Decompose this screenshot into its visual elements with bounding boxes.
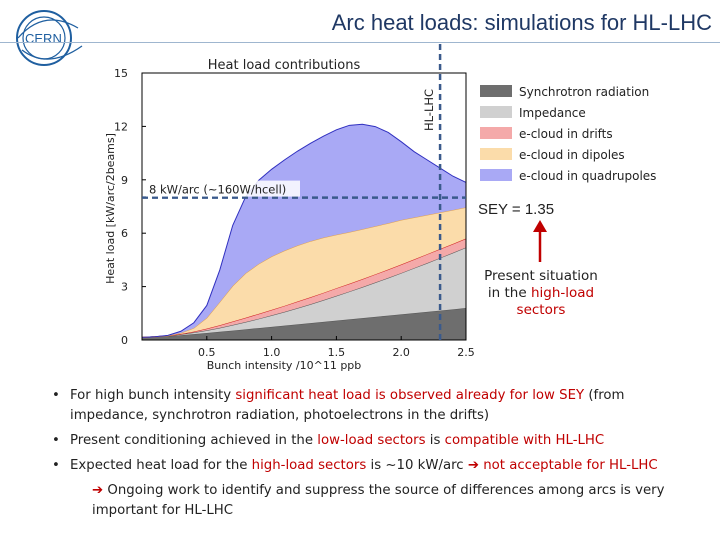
- sey-label: SEY = 1.35: [478, 201, 555, 218]
- y-tick-label: 6: [121, 227, 128, 240]
- side-note-line2: in the high-load: [487, 285, 595, 301]
- sub-bullet: ➔ Ongoing work to identify and suppress …: [92, 483, 665, 518]
- x-axis-label: Bunch intensity /10^11 ppb: [207, 359, 362, 372]
- chart-title: Heat load contributions: [208, 58, 361, 73]
- legend-entry: Synchrotron radiation: [519, 85, 649, 99]
- legend-entry: e-cloud in drifts: [519, 127, 613, 141]
- plot-frame: [141, 72, 467, 341]
- side-note-line3: sectors: [516, 302, 566, 318]
- annotation-bg: [146, 180, 300, 197]
- right-arrow-icon: ➔: [92, 483, 108, 498]
- x-tick-label: 1.5: [328, 346, 346, 359]
- y-tick-label: 3: [121, 281, 128, 294]
- bullet-item: • Present conditioning achieved in the lo…: [52, 433, 605, 448]
- title-divider: [0, 42, 720, 43]
- hl-lhc-label: HL-LHC: [422, 89, 436, 131]
- legend-swatch: [480, 127, 512, 139]
- legend-swatch: [480, 85, 512, 97]
- x-tick-label: 1.0: [263, 346, 281, 359]
- area-group: [142, 123, 466, 340]
- legend-entry: e-cloud in quadrupoles: [519, 169, 656, 183]
- bullet-list: • For high bunch intensity significant he…: [52, 386, 702, 521]
- legend-entry: Impedance: [519, 106, 586, 120]
- bullet-item: • For high bunch intensity significant he…: [52, 388, 625, 423]
- y-tick-label: 12: [114, 120, 128, 133]
- target-annotation: 8 kW/arc (~160W/hcell): [149, 183, 286, 197]
- red-arrow-head: [533, 220, 547, 232]
- bullet-item: • Expected heat load for the high-load se…: [52, 458, 658, 473]
- area-e-cloud-in-dipoles: [142, 207, 466, 338]
- slide-title: Arc heat loads: simulations for HL-LHC: [331, 10, 712, 35]
- x-tick-label: 0.5: [198, 346, 216, 359]
- legend-swatch: [480, 106, 512, 118]
- y-tick-label: 9: [121, 174, 128, 187]
- legend-entry: e-cloud in dipoles: [519, 148, 625, 162]
- area-impedance: [142, 247, 466, 338]
- legend-swatch: [480, 169, 512, 181]
- y-axis-label: Heat load [kW/arc/2beams]: [104, 133, 117, 284]
- side-note-line1: Present situation: [484, 268, 598, 284]
- side-note: Present situation in the high-load secto…: [466, 268, 616, 319]
- series-line: [142, 123, 466, 338]
- x-tick-label: 2.5: [457, 346, 475, 359]
- area-e-cloud-in-quadrupoles: [142, 124, 466, 338]
- y-tick-label: 15: [114, 67, 128, 80]
- y-tick-label: 0: [121, 334, 128, 347]
- right-arrow-icon: ➔: [467, 458, 484, 473]
- x-tick-label: 2.0: [392, 346, 410, 359]
- legend-swatch: [480, 148, 512, 160]
